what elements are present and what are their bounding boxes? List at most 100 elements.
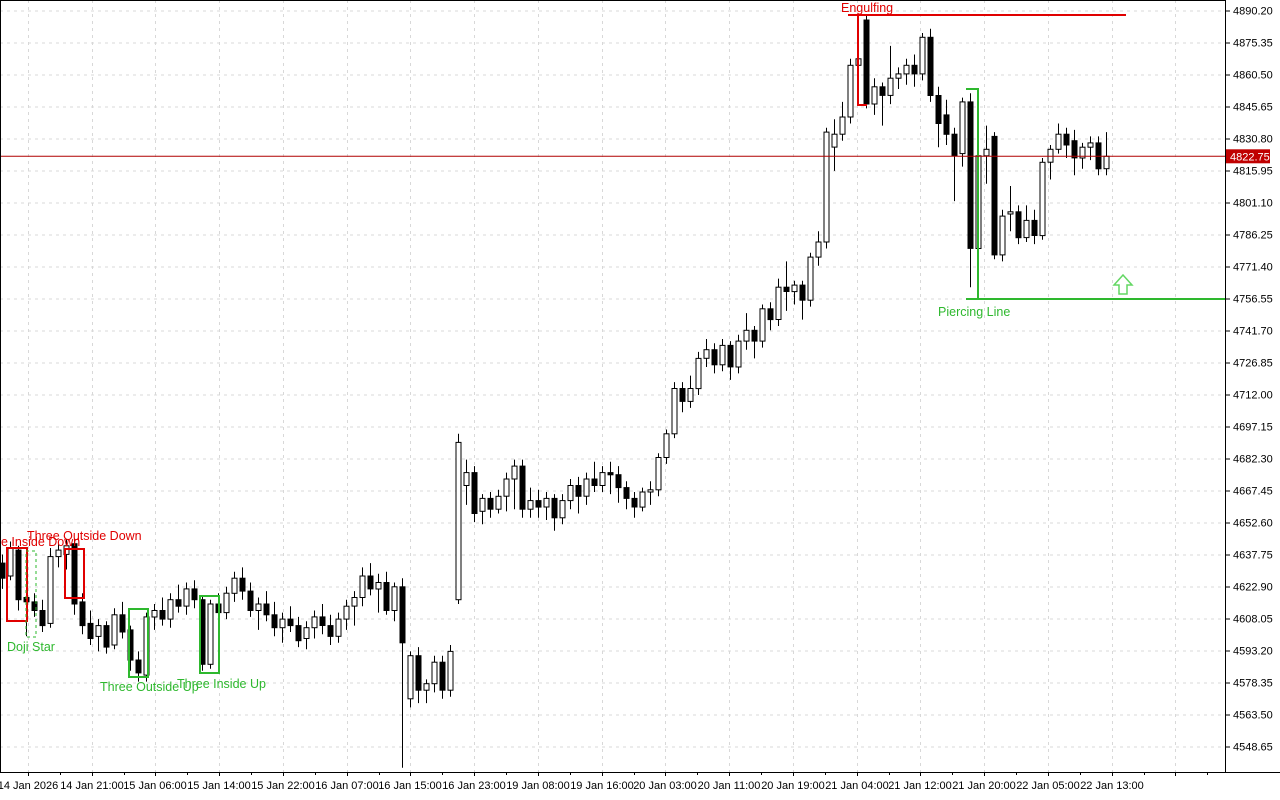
price-tick-label: 4697.15 xyxy=(1233,422,1273,434)
candle-body xyxy=(1015,211,1022,239)
price-tick-label: 4756.55 xyxy=(1233,294,1273,306)
current-price-badge: 4822.75 xyxy=(1226,149,1270,164)
price-tick-label: 4682.30 xyxy=(1233,454,1273,466)
candle-down xyxy=(1015,205,1022,245)
candle-up xyxy=(311,610,318,639)
candle-body xyxy=(615,474,622,489)
time-axis[interactable]: 14 Jan 2026 14 Jan 21:00 15 Jan 06:00 15 Ja… xyxy=(0,772,1208,792)
candle-body xyxy=(223,592,230,614)
candle-down xyxy=(615,466,622,503)
candle-up xyxy=(903,58,910,85)
price-tick-label: 4726.85 xyxy=(1233,358,1273,370)
engulfing-bracket xyxy=(857,15,867,106)
candle-body xyxy=(55,549,62,558)
candle-down xyxy=(15,545,22,611)
candle-body xyxy=(1071,140,1078,159)
price-tick-label: 4548.65 xyxy=(1233,742,1273,754)
candle-up xyxy=(335,612,342,643)
candle-up xyxy=(895,67,902,89)
candle-body xyxy=(79,601,86,627)
candle-body xyxy=(1047,148,1054,163)
candle-body xyxy=(607,472,614,476)
time-tick-label: 20 Jan 11:00 xyxy=(698,780,761,792)
candle-body xyxy=(463,472,470,487)
candle-body xyxy=(815,241,822,258)
candle-body xyxy=(951,133,958,157)
candle-body xyxy=(319,616,326,627)
candle-down xyxy=(863,15,870,109)
candle-body xyxy=(687,388,694,402)
candle-down xyxy=(591,461,598,492)
candle-body xyxy=(191,588,198,601)
three-inside-up-box xyxy=(199,595,220,674)
candle-body xyxy=(1023,219,1030,239)
candle-body xyxy=(7,547,14,577)
candle-body xyxy=(111,614,118,646)
candle-body xyxy=(271,614,278,629)
candle-body xyxy=(159,610,166,620)
candle-body xyxy=(799,284,806,301)
candle-body xyxy=(903,64,910,75)
candle-up xyxy=(495,489,502,514)
candle-body xyxy=(375,582,382,590)
candle-body xyxy=(823,131,830,243)
candle-body xyxy=(831,133,838,148)
candle-down xyxy=(623,481,630,510)
candle-body xyxy=(1087,142,1094,148)
doji-star-label: Doji Star xyxy=(7,640,55,654)
candle-up xyxy=(375,573,382,613)
candle-body xyxy=(1103,155,1110,170)
candle-up xyxy=(823,127,830,249)
candle-down xyxy=(295,616,302,648)
candle-up xyxy=(391,582,398,622)
price-tick-label: 4712.00 xyxy=(1233,390,1273,402)
candle-body xyxy=(647,489,654,493)
candle-body xyxy=(943,114,950,135)
candle-up xyxy=(567,479,574,510)
candle-body xyxy=(679,388,686,402)
candle-body xyxy=(151,610,158,618)
candle-body xyxy=(47,556,54,624)
candle-body xyxy=(31,601,38,612)
candle-body xyxy=(207,603,214,665)
candle-body xyxy=(759,308,766,342)
three-inside-down-label: e Inside Down xyxy=(1,535,80,549)
candle-up xyxy=(719,339,726,372)
candle-down xyxy=(415,647,422,704)
candle-up xyxy=(1023,205,1030,242)
up-arrow-icon xyxy=(1112,273,1134,295)
price-tick-label: 4815.95 xyxy=(1233,166,1273,178)
candle-body xyxy=(711,349,718,366)
candle-body xyxy=(103,625,110,648)
time-tick-label: 22 Jan 13:00 xyxy=(1080,780,1144,792)
candle-body xyxy=(559,500,566,519)
candle-body xyxy=(895,73,902,79)
candle-body xyxy=(663,433,670,458)
price-tick-label: 4578.35 xyxy=(1233,678,1273,690)
candle-body xyxy=(967,101,974,249)
candle-down xyxy=(551,494,558,531)
candle-down xyxy=(271,601,278,637)
candle-up xyxy=(599,466,606,492)
candle-up xyxy=(831,119,838,171)
time-tick-label: 20 Jan 03:00 xyxy=(633,780,697,792)
candle-up xyxy=(735,334,742,374)
candle-body xyxy=(415,655,422,691)
candle-up xyxy=(807,252,814,307)
pattern-boxes-layer xyxy=(6,14,1225,678)
candle-body xyxy=(511,465,518,480)
candle-down xyxy=(1063,127,1070,158)
price-axis[interactable]: 4890.20 4875.35 4860.50 4845.65 4830.80 4815.… xyxy=(1225,6,1273,754)
candle-body xyxy=(767,308,774,321)
candle-body xyxy=(487,497,494,510)
candle-body xyxy=(431,661,438,685)
candle-down xyxy=(31,593,38,617)
candle-down xyxy=(575,476,582,514)
time-tick-label: 19 Jan 16:00 xyxy=(570,780,634,792)
three-outside-up-box xyxy=(128,608,149,678)
candle-body xyxy=(327,625,334,637)
candle-down xyxy=(239,567,246,600)
candle-down xyxy=(991,132,998,260)
candle-down xyxy=(399,578,406,768)
